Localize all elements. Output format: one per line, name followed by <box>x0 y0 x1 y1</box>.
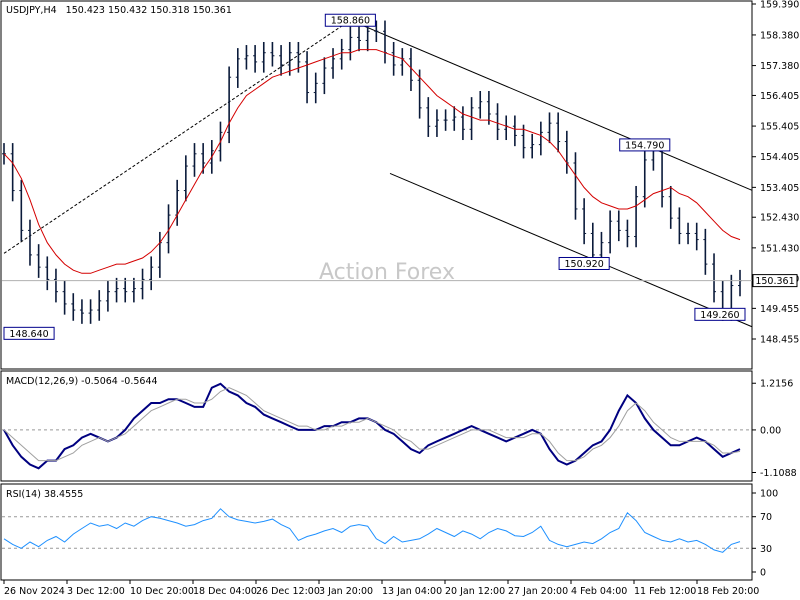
price-y-tick-label: 151.430 <box>760 243 799 254</box>
x-tick-label: 26 Nov 2024 <box>4 586 65 597</box>
current-price-label: 150.361 <box>755 276 794 287</box>
rsi-y-tick-label: 30 <box>760 544 772 555</box>
current-price-marker: 150.361 <box>2 274 798 288</box>
x-tick-label: 3 Dec 12:00 <box>67 586 125 597</box>
watermark: Action Forex <box>319 260 455 285</box>
price-y-tick-label: 156.405 <box>760 91 799 102</box>
price-panel-frame <box>0 0 753 370</box>
ohlc-text: 150.423 150.432 150.318 150.361 <box>66 5 232 16</box>
x-tick-label: 13 Jan 04:00 <box>382 586 442 597</box>
rsi-y-tick-label: 0 <box>760 568 766 579</box>
x-tick-label: 4 Feb 04:00 <box>571 586 627 597</box>
price-annotation-label: 158.860 <box>331 16 370 27</box>
price-annotation-label: 150.920 <box>564 259 603 270</box>
symbol-label: USDJPY,H4 150.423 150.432 150.318 150.36… <box>6 5 232 16</box>
x-tick-label: 26 Dec 12:00 <box>256 586 320 597</box>
moving-average-line <box>3 49 741 274</box>
price-annotations: 158.860 148.640 154.790 150.920 149.260 <box>3 13 746 340</box>
price-header: USDJPY,H4 150.423 150.432 150.318 150.36… <box>6 5 232 16</box>
macd-header: MACD(12,26,9) -0.5064 -0.5644 <box>6 376 158 387</box>
price-annotation-label: 149.260 <box>700 310 739 321</box>
price-y-tick-label: 159.390 <box>760 0 799 11</box>
x-tick-label: 18 Dec 04:00 <box>193 586 257 597</box>
price-y-tick-label: 157.380 <box>760 61 799 72</box>
current-price-box <box>752 274 798 288</box>
rsi-panel-frame <box>0 483 753 581</box>
grid-layer <box>2 429 752 549</box>
macd-y-tick-label: 1.2156 <box>760 379 793 390</box>
price-y-tick-label: 148.455 <box>760 335 799 346</box>
macd-line <box>3 382 741 470</box>
rsi-line <box>3 508 741 553</box>
macd-signal-line <box>3 387 741 462</box>
rsi-y-tick-label: 70 <box>760 512 772 523</box>
x-tick-label: 10 Dec 20:00 <box>130 586 194 597</box>
price-annotation-box <box>558 256 610 270</box>
macd-y-tick-label: 0.00 <box>760 425 781 436</box>
price-annotation-box <box>619 138 671 152</box>
price-y-tick-label: 155.405 <box>760 122 799 133</box>
price-annotation-box <box>3 326 55 340</box>
x-tick-label: 3 Jan 20:00 <box>319 586 373 597</box>
price-annotation-box <box>324 13 376 27</box>
x-tick-label: 20 Jan 12:00 <box>445 586 505 597</box>
macd-y-tick-label: -1.1088 <box>760 468 797 479</box>
channel-upper-line <box>350 19 753 191</box>
price-y-tick-label: 149.455 <box>760 304 799 315</box>
x-tick-label: 27 Jan 20:00 <box>508 586 568 597</box>
price-y-tick-label: 154.405 <box>760 152 799 163</box>
macd-panel-frame <box>0 370 753 482</box>
channel-lower-line <box>389 172 753 328</box>
price-annotation-label: 148.640 <box>9 329 48 340</box>
price-y-tick-label: 153.405 <box>760 183 799 194</box>
price-y-tick-label: 158.380 <box>760 30 799 41</box>
x-tick-label: 18 Feb 20:00 <box>697 586 759 597</box>
support-trend-line <box>3 19 351 254</box>
price-annotation-label: 154.790 <box>625 140 664 151</box>
price-annotation-box <box>694 307 746 321</box>
trend-lines <box>3 19 753 328</box>
rsi-header: RSI(14) 38.4555 <box>6 489 83 500</box>
price-y-tick-label: 152.430 <box>760 213 799 224</box>
x-tick-label: 11 Feb 12:00 <box>634 586 696 597</box>
rsi-y-tick-label: 100 <box>760 489 778 500</box>
axis-labels: 159.390 158.380 157.380 156.405 155.405 154.4… <box>3 0 799 597</box>
symbol-text: USDJPY,H4 <box>6 5 57 16</box>
